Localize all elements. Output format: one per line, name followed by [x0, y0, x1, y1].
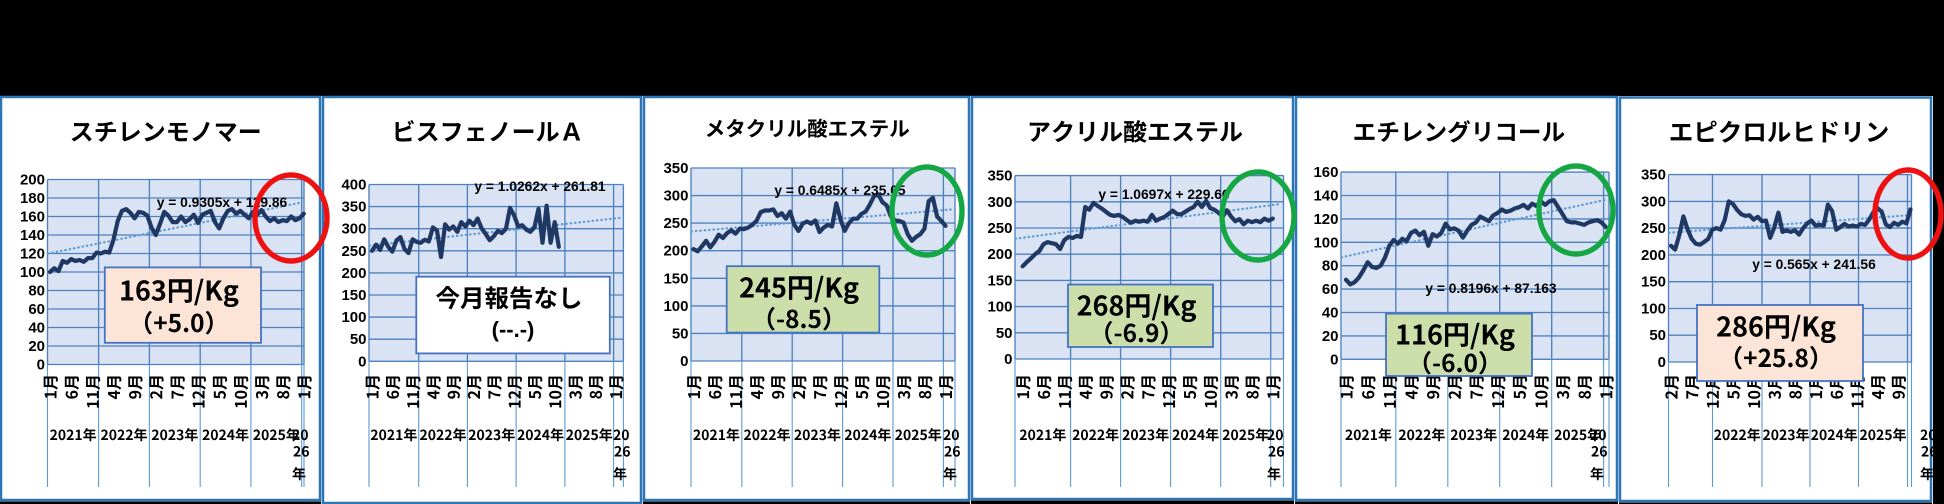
svg-text:150: 150: [663, 270, 688, 287]
svg-text:180: 180: [20, 190, 45, 207]
svg-text:100: 100: [20, 264, 45, 281]
svg-text:y = 0.6485x + 235.05: y = 0.6485x + 235.05: [774, 183, 906, 198]
svg-text:200: 200: [1641, 247, 1666, 264]
svg-text:200: 200: [20, 172, 45, 189]
svg-text:350: 350: [341, 199, 366, 216]
svg-text:0: 0: [1330, 351, 1338, 368]
svg-text:60: 60: [28, 301, 45, 318]
svg-text:140: 140: [20, 227, 45, 244]
svg-text:50: 50: [996, 325, 1013, 342]
svg-text:50: 50: [1649, 327, 1666, 344]
svg-text:350: 350: [1641, 167, 1666, 184]
svg-text:300: 300: [663, 188, 688, 205]
svg-text:120: 120: [1313, 211, 1338, 228]
svg-text:50: 50: [350, 331, 367, 348]
svg-text:400: 400: [341, 177, 366, 194]
svg-text:160: 160: [1313, 164, 1338, 181]
svg-text:20: 20: [1322, 328, 1339, 345]
svg-text:100: 100: [1641, 301, 1666, 318]
svg-text:0: 0: [1658, 354, 1666, 371]
svg-text:150: 150: [1641, 274, 1666, 291]
svg-text:40: 40: [28, 320, 45, 337]
svg-text:200: 200: [987, 246, 1012, 263]
svg-text:100: 100: [1313, 234, 1338, 251]
svg-text:300: 300: [341, 221, 366, 238]
svg-text:140: 140: [1313, 188, 1338, 205]
svg-text:300: 300: [987, 194, 1012, 211]
svg-text:250: 250: [987, 220, 1012, 237]
svg-text:120: 120: [20, 246, 45, 263]
svg-text:40: 40: [1322, 305, 1339, 322]
svg-text:250: 250: [1641, 220, 1666, 237]
svg-text:350: 350: [663, 160, 688, 177]
svg-text:0: 0: [680, 353, 688, 370]
svg-text:50: 50: [672, 325, 689, 342]
svg-text:y = 1.0697x + 229.66: y = 1.0697x + 229.66: [1098, 187, 1230, 202]
svg-text:100: 100: [341, 309, 366, 326]
svg-text:150: 150: [341, 287, 366, 304]
svg-text:100: 100: [663, 298, 688, 315]
svg-text:0: 0: [358, 353, 366, 370]
svg-text:200: 200: [663, 243, 688, 260]
svg-text:(--.-): (--.-): [492, 317, 535, 342]
svg-text:250: 250: [341, 243, 366, 260]
svg-text:y = 0.9305x + 119.86: y = 0.9305x + 119.86: [157, 195, 288, 210]
svg-text:20: 20: [28, 338, 45, 355]
svg-text:80: 80: [1322, 258, 1339, 275]
svg-text:160: 160: [20, 209, 45, 226]
svg-text:300: 300: [1641, 193, 1666, 210]
svg-text:60: 60: [1322, 281, 1339, 298]
svg-text:y = 1.0262x + 261.81: y = 1.0262x + 261.81: [474, 179, 606, 194]
svg-text:0: 0: [37, 357, 45, 374]
svg-text:y = 0.8196x + 87.163: y = 0.8196x + 87.163: [1425, 281, 1557, 296]
svg-text:150: 150: [987, 272, 1012, 289]
svg-text:100: 100: [987, 299, 1012, 316]
svg-text:250: 250: [663, 215, 688, 232]
svg-text:80: 80: [28, 283, 45, 300]
svg-text:200: 200: [341, 265, 366, 282]
svg-text:0: 0: [1004, 351, 1012, 368]
svg-text:350: 350: [987, 168, 1012, 185]
svg-text:y = 0.565x + 241.56: y = 0.565x + 241.56: [1752, 257, 1876, 272]
